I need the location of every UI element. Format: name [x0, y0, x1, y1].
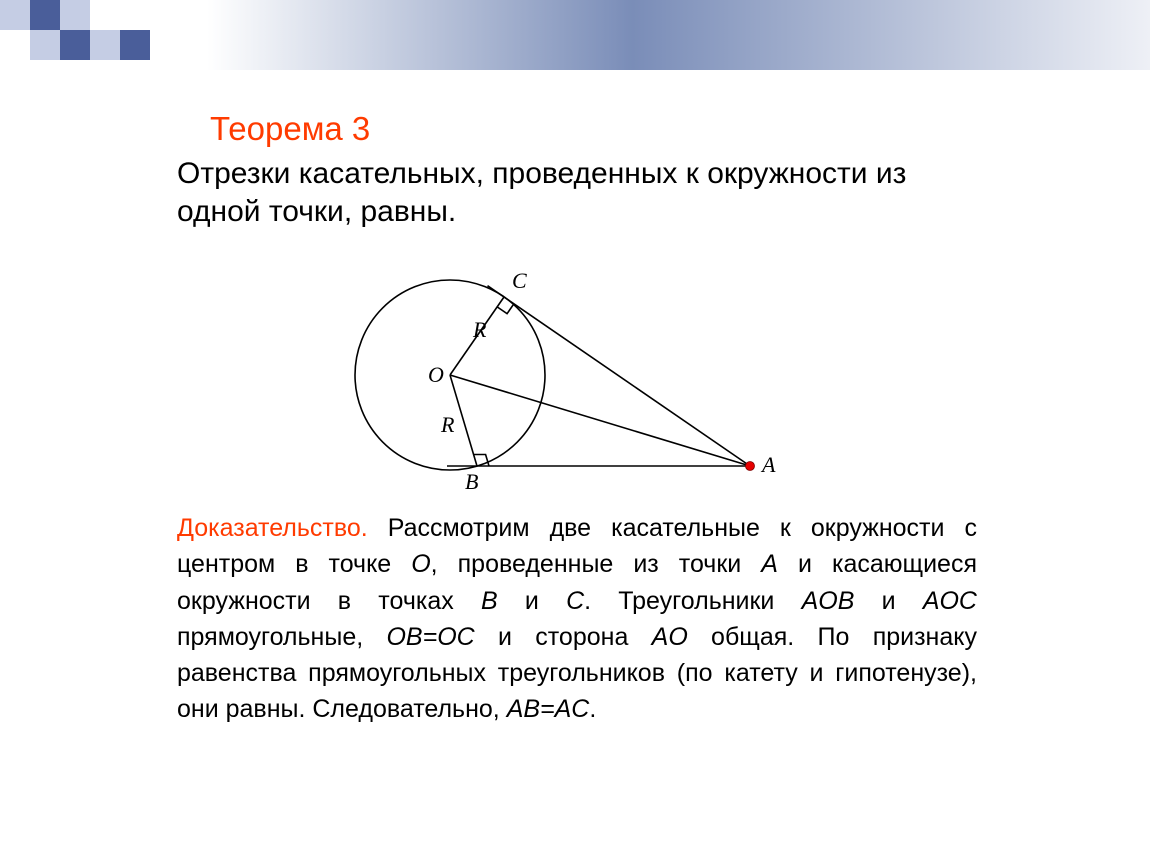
geometry-figure: O C B A R R: [310, 245, 830, 495]
theorem-statement: Отрезки касательных, проведенных к окруж…: [177, 155, 977, 230]
triangle-AOB: AOB: [802, 587, 855, 615]
point-B: B: [481, 587, 498, 615]
svg-text:C: C: [512, 268, 527, 293]
proof-text: Доказательство. Рассмотрим две касательн…: [177, 510, 977, 728]
side-AO: AO: [652, 623, 688, 651]
svg-text:A: A: [760, 452, 776, 477]
deco-square: [90, 30, 120, 60]
proof-segment: и: [498, 587, 566, 615]
triangle-AOC: AOC: [923, 587, 977, 615]
theorem-title: Теорема 3: [210, 110, 370, 148]
proof-segment: и: [854, 587, 922, 615]
proof-label: Доказательство.: [177, 514, 368, 542]
deco-square: [120, 30, 150, 60]
eq-OB-OC: OB=OC: [386, 623, 474, 651]
point-C: C: [566, 587, 584, 615]
eq-AB-AC: AB=AC: [507, 695, 590, 723]
svg-text:R: R: [440, 412, 455, 437]
point-A: A: [761, 550, 778, 578]
deco-square: [0, 0, 30, 30]
deco-square: [30, 30, 60, 60]
proof-segment: прямоугольные,: [177, 623, 386, 651]
point-O: O: [411, 550, 430, 578]
svg-text:R: R: [472, 317, 487, 342]
proof-segment: . Треугольники: [584, 587, 801, 615]
svg-text:B: B: [465, 469, 478, 494]
deco-square: [30, 0, 60, 30]
corner-decoration: [0, 0, 200, 80]
svg-text:O: O: [428, 362, 444, 387]
deco-square: [60, 30, 90, 60]
proof-segment: , проведенные из точки: [431, 550, 762, 578]
deco-square: [60, 0, 90, 30]
proof-segment: .: [589, 695, 596, 723]
proof-segment: и сторона: [475, 623, 652, 651]
